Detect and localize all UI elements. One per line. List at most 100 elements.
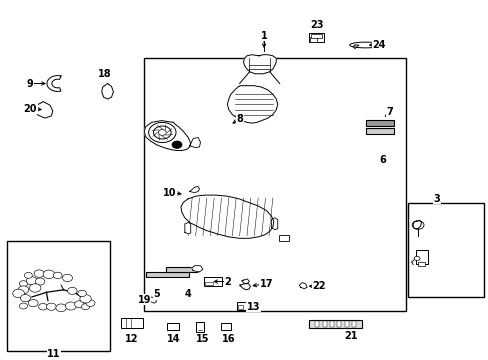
Text: 23: 23: [309, 20, 323, 30]
Bar: [415, 250, 427, 264]
Text: 14: 14: [166, 334, 180, 344]
Text: 8: 8: [236, 114, 243, 124]
Bar: [7, 241, 110, 351]
Circle shape: [20, 303, 27, 309]
Circle shape: [39, 303, 47, 310]
Polygon shape: [181, 195, 273, 238]
Polygon shape: [149, 297, 156, 303]
Text: 21: 21: [344, 330, 357, 341]
Bar: [337, 321, 341, 327]
Circle shape: [20, 281, 27, 287]
Bar: [365, 120, 393, 126]
Text: 3: 3: [432, 194, 439, 204]
Circle shape: [34, 270, 44, 277]
Bar: [221, 323, 230, 330]
Text: 1: 1: [260, 31, 267, 41]
Bar: [205, 282, 212, 285]
Circle shape: [81, 304, 89, 310]
Text: 20: 20: [23, 104, 37, 114]
Bar: [121, 318, 143, 328]
Polygon shape: [241, 279, 249, 284]
Text: 24: 24: [371, 40, 385, 50]
Polygon shape: [189, 186, 199, 193]
Circle shape: [29, 284, 41, 292]
Bar: [365, 128, 393, 134]
Circle shape: [24, 273, 32, 278]
Circle shape: [28, 300, 38, 307]
Bar: [145, 272, 188, 277]
Bar: [195, 322, 204, 332]
Circle shape: [18, 286, 29, 294]
Bar: [322, 321, 326, 327]
Circle shape: [43, 270, 55, 279]
Bar: [166, 267, 198, 272]
Circle shape: [20, 294, 30, 302]
Bar: [204, 277, 221, 286]
Circle shape: [62, 274, 72, 282]
Circle shape: [413, 256, 419, 261]
Text: 15: 15: [196, 334, 209, 344]
Circle shape: [148, 122, 176, 143]
Bar: [417, 262, 425, 266]
Circle shape: [65, 302, 76, 310]
Text: 13: 13: [246, 302, 260, 312]
Text: 2: 2: [224, 276, 230, 287]
Polygon shape: [349, 42, 381, 48]
Text: 6: 6: [378, 155, 385, 165]
Bar: [238, 305, 243, 309]
Bar: [351, 321, 355, 327]
Text: 10: 10: [163, 188, 177, 198]
Bar: [311, 34, 322, 38]
Circle shape: [74, 301, 84, 308]
Text: 22: 22: [311, 281, 325, 291]
Polygon shape: [271, 218, 277, 230]
Text: 16: 16: [222, 334, 235, 344]
Bar: [329, 321, 333, 327]
Bar: [144, 58, 405, 311]
Polygon shape: [239, 284, 250, 290]
Text: 17: 17: [259, 279, 273, 289]
Bar: [278, 235, 288, 241]
Polygon shape: [243, 55, 276, 74]
Text: 9: 9: [27, 78, 34, 89]
Circle shape: [158, 130, 166, 135]
Bar: [308, 33, 323, 42]
Circle shape: [80, 294, 91, 303]
Polygon shape: [227, 86, 277, 123]
Text: 7: 7: [386, 107, 393, 117]
Circle shape: [411, 221, 423, 229]
Circle shape: [13, 289, 24, 298]
Bar: [407, 203, 483, 297]
Polygon shape: [191, 266, 203, 272]
Polygon shape: [412, 220, 421, 229]
Circle shape: [172, 141, 182, 148]
Text: 11: 11: [47, 348, 61, 359]
Polygon shape: [299, 283, 306, 289]
Circle shape: [86, 300, 95, 306]
Bar: [308, 320, 361, 328]
Polygon shape: [35, 102, 53, 118]
Polygon shape: [102, 84, 113, 99]
Text: 4: 4: [184, 289, 191, 300]
Circle shape: [153, 126, 171, 139]
Bar: [237, 302, 249, 310]
Polygon shape: [184, 222, 190, 234]
Bar: [315, 321, 319, 327]
Circle shape: [67, 287, 77, 294]
Bar: [167, 323, 179, 330]
Polygon shape: [189, 138, 200, 148]
Circle shape: [46, 303, 56, 310]
Polygon shape: [352, 45, 358, 49]
Bar: [344, 321, 348, 327]
Circle shape: [35, 278, 45, 285]
Text: 19: 19: [137, 294, 151, 305]
Text: 5: 5: [153, 289, 160, 300]
Circle shape: [78, 290, 86, 297]
Circle shape: [56, 304, 66, 312]
Text: 18: 18: [98, 69, 112, 79]
Circle shape: [26, 277, 37, 285]
Bar: [309, 37, 317, 42]
Polygon shape: [47, 76, 61, 91]
Text: 12: 12: [125, 334, 139, 344]
Polygon shape: [144, 121, 190, 150]
